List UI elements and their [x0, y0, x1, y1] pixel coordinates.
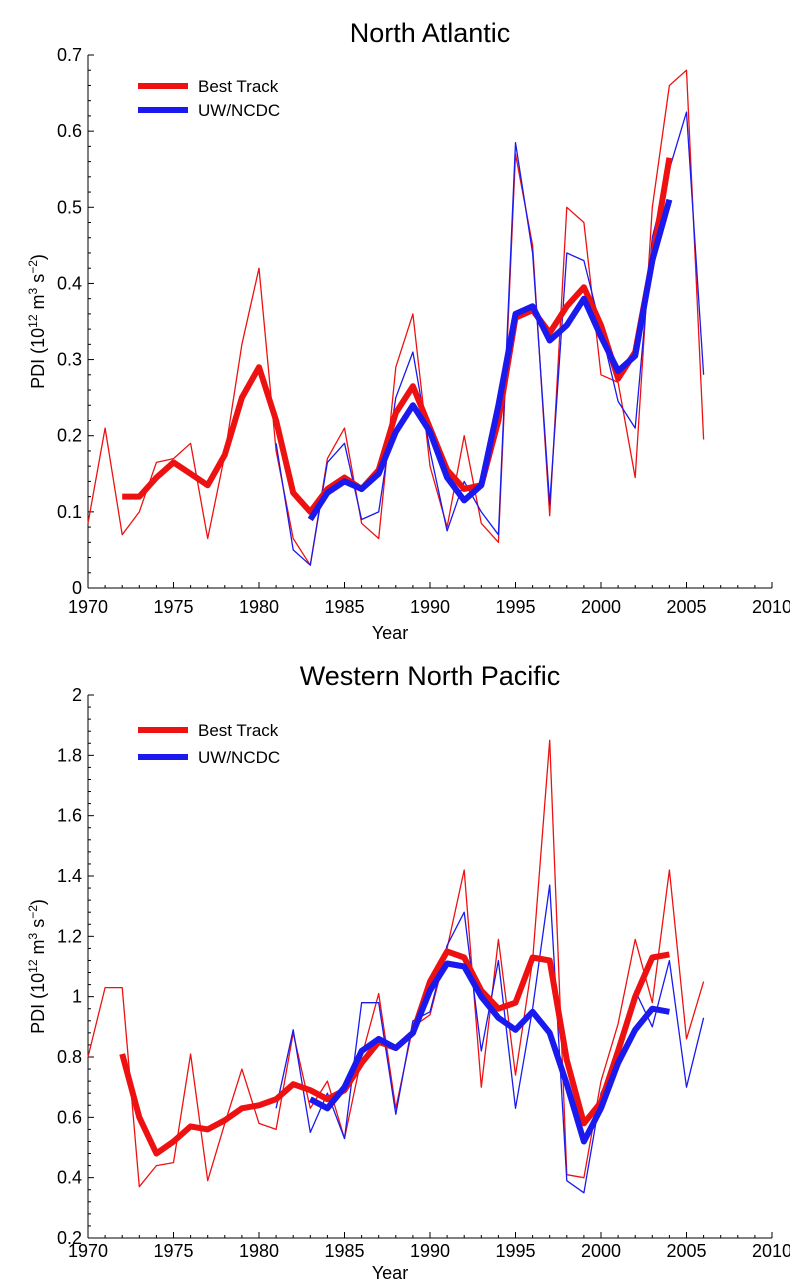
series-line-uw-ncdc-annual: [275, 111, 705, 566]
chart-panel-2: Western North Pacific 1970 1975 1980 1985 199…: [26, 661, 790, 1281]
y-tick-label: 0.7: [57, 45, 82, 65]
series-line-best-track-annual: [87, 739, 705, 1188]
legend-label: UW/NCDC: [198, 101, 280, 120]
series-line-best-track-annual: [87, 69, 705, 566]
y-tick-label: 0.2: [57, 1228, 82, 1248]
legend-label: UW/NCDC: [198, 748, 280, 767]
x-tick-label: 1980: [239, 597, 279, 617]
y-tick-label: 0.4: [57, 1168, 82, 1188]
y-tick-label: 1: [72, 987, 82, 1007]
x-tick-label: 1990: [410, 1241, 450, 1261]
y-tick-label: 1.4: [57, 866, 82, 886]
y-tick-label: 1.2: [57, 926, 82, 946]
y-tick-label: 0.1: [57, 502, 82, 522]
y-tick-label: 0.5: [57, 197, 82, 217]
x-axis-label: Year: [372, 1263, 408, 1281]
x-tick-label: 2000: [581, 597, 621, 617]
y-tick-label: 0.6: [57, 121, 82, 141]
x-tick-label: 1975: [153, 597, 193, 617]
chart-panel-1: North Atlantic 1970 1975 1980 1985 1990 1995 20…: [26, 18, 790, 643]
x-tick-label: 2010: [752, 597, 790, 617]
series-line-uw-ncdc-smoothed: [307, 198, 673, 522]
x-tick-label: 1980: [239, 1241, 279, 1261]
series-line-best-track-smoothed: [119, 948, 670, 1157]
y-tick-label: 0.8: [57, 1047, 82, 1067]
x-tick-label: 1970: [68, 1241, 108, 1261]
y-tick-label: 2: [72, 685, 82, 705]
y-tick-label: 1.8: [57, 745, 82, 765]
y-tick-label: 0.2: [57, 426, 82, 446]
legend-label: Best Track: [198, 721, 279, 740]
y-tick-label: 0.4: [57, 273, 82, 293]
legend-label: Best Track: [198, 77, 279, 96]
y-tick-label: 1.6: [57, 806, 82, 826]
chart-title: Western North Pacific: [300, 661, 561, 691]
x-tick-label: 1970: [68, 597, 108, 617]
x-tick-label: 1995: [495, 597, 535, 617]
series-line-best-track-smoothed: [122, 157, 673, 515]
x-tick-label: 1975: [153, 1241, 193, 1261]
series-line-uw-ncdc-smoothed: [308, 960, 670, 1145]
series-line-uw-ncdc-annual: [275, 884, 705, 1194]
x-tick-label: 1985: [324, 597, 364, 617]
x-tick-label: 2005: [666, 1241, 706, 1261]
x-tick-label: 1985: [324, 1241, 364, 1261]
x-tick-label: 1990: [410, 597, 450, 617]
x-tick-label: 2005: [666, 597, 706, 617]
x-tick-label: 2010: [752, 1241, 790, 1261]
x-tick-label: 1995: [495, 1241, 535, 1261]
y-tick-label: 0.6: [57, 1107, 82, 1127]
y-tick-label: 0.3: [57, 350, 82, 370]
legend: Best Track UW/NCDC: [138, 77, 280, 120]
y-axis-label: PDI (1012 m3 s−2): [26, 899, 48, 1034]
y-tick-label: 0: [72, 578, 82, 598]
y-axis-label: PDI (1012 m3 s−2): [26, 254, 48, 389]
chart-title: North Atlantic: [350, 18, 511, 48]
legend: Best Track UW/NCDC: [138, 721, 280, 767]
x-tick-label: 2000: [581, 1241, 621, 1261]
x-axis-label: Year: [372, 623, 408, 643]
